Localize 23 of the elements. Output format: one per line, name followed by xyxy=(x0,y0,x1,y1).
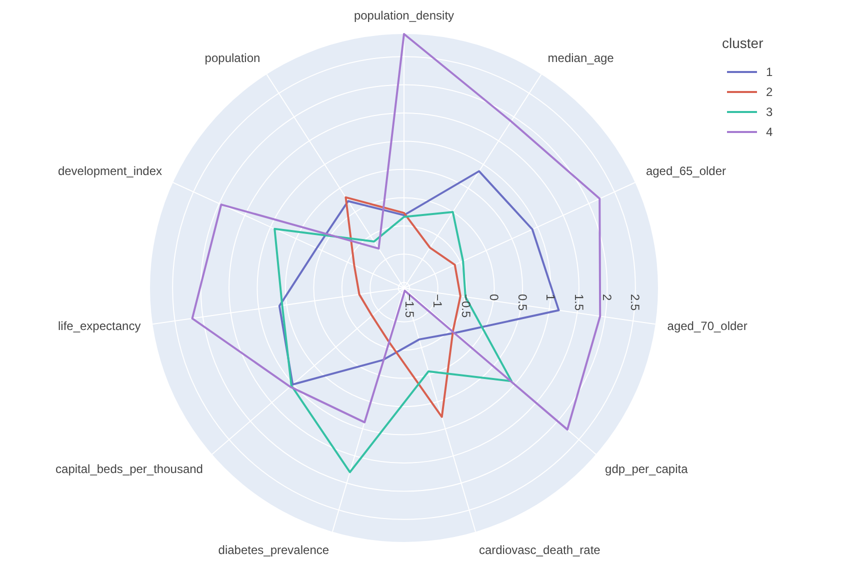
legend-label: 2 xyxy=(766,85,773,100)
legend-label: 4 xyxy=(766,125,773,140)
y-tick-label: 1.5 xyxy=(572,294,586,312)
y-tick-label: −0.5 xyxy=(458,294,473,318)
legend-title: cluster xyxy=(722,35,764,51)
legend-label: 3 xyxy=(766,105,773,120)
y-tick-label: 0 xyxy=(487,294,502,301)
spoke-label: population xyxy=(204,50,260,65)
spoke-label: gdp_per_capita xyxy=(605,462,688,476)
spoke-label: aged_70_older xyxy=(667,319,748,334)
spoke-label: population_density xyxy=(354,8,454,23)
spoke-label: cardiovasc_death_rate xyxy=(478,543,601,558)
spoke-label: aged_65_older xyxy=(646,164,726,178)
y-tick-label: −1 xyxy=(430,294,445,308)
y-tick-label: 2.5 xyxy=(628,294,642,312)
y-tick-label: 0.5 xyxy=(515,294,530,312)
legend-label: 1 xyxy=(766,65,773,80)
y-tick-label: −1.5 xyxy=(402,294,416,318)
spoke-label: development_index xyxy=(58,164,162,178)
spoke-label: capital_beds_per_thousand xyxy=(56,462,203,476)
spoke-label: life_expectancy xyxy=(58,319,141,334)
spoke-label: diabetes_prevalence xyxy=(218,543,330,558)
spoke-label: median_age xyxy=(548,50,614,65)
